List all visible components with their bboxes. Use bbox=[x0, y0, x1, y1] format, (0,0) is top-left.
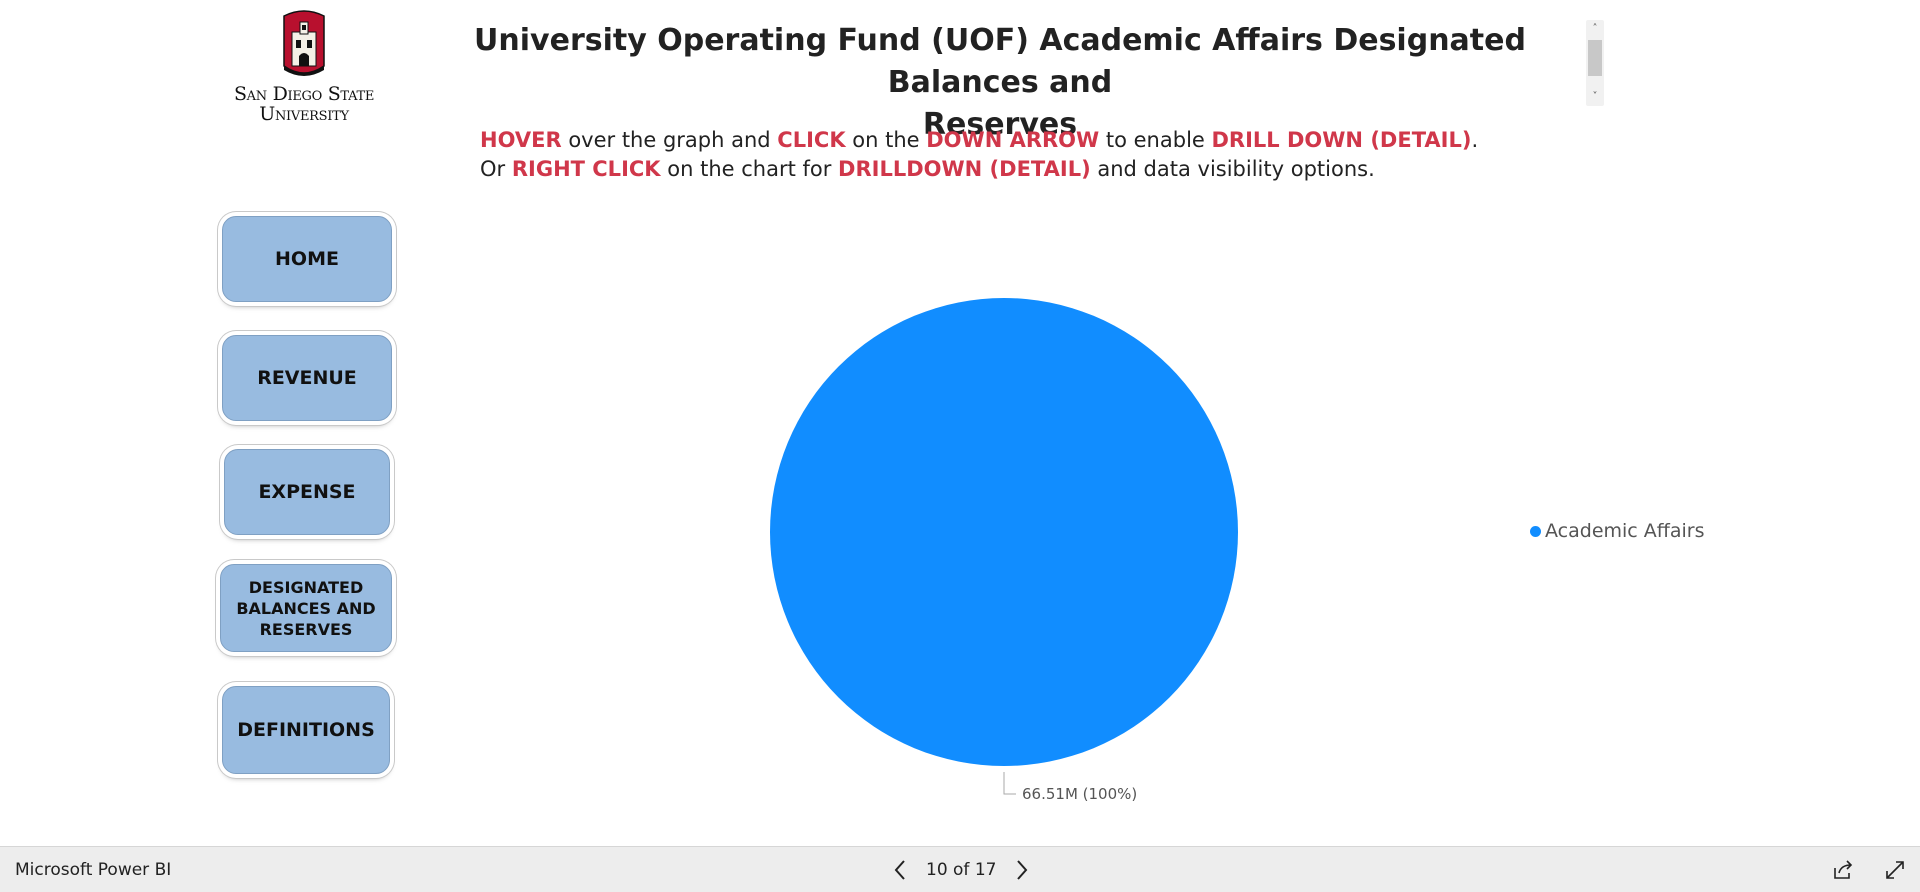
scrollbar-thumb[interactable] bbox=[1588, 40, 1602, 76]
legend-label-academic-affairs: Academic Affairs bbox=[1545, 520, 1705, 542]
next-page-button[interactable] bbox=[1010, 855, 1034, 885]
instructions-text-part: over the graph and bbox=[561, 128, 778, 152]
instructions-text-part: on the bbox=[845, 128, 927, 152]
power-bi-status-bar: Microsoft Power BI 10 of 17 bbox=[0, 846, 1920, 892]
hover-keyword: HOVER bbox=[480, 128, 562, 152]
revenue-button[interactable]: REVENUE bbox=[222, 335, 392, 421]
instructions-text-part: and data visibility options. bbox=[1090, 157, 1375, 181]
page-indicator: 10 of 17 bbox=[926, 860, 997, 880]
page-title-line-2: Reserves bbox=[922, 107, 1078, 142]
page-title: University Operating Fund (UOF) Academic… bbox=[430, 20, 1570, 146]
pie-slice-academic-affairs[interactable] bbox=[770, 298, 1238, 766]
legend-dot-academic-affairs bbox=[1530, 525, 1541, 537]
chevron-up-icon[interactable]: ˄ bbox=[1592, 23, 1598, 34]
designated-balances-button[interactable]: DESIGNATED BALANCES AND RESERVES bbox=[220, 564, 392, 652]
instructions-line-1: HOVER over the graph and CLICK on the DO… bbox=[480, 126, 1480, 155]
instructions-text-part: . bbox=[1471, 128, 1479, 152]
home-button-label: HOME bbox=[275, 248, 339, 270]
data-label-academic-affairs: 66.51M (100%) bbox=[1022, 785, 1137, 803]
click-keyword: CLICK bbox=[777, 128, 846, 152]
chevron-right-icon bbox=[1017, 860, 1028, 880]
designated-balances-button-label: DESIGNATED BALANCES AND RESERVES bbox=[236, 577, 375, 640]
designated-label-line-1: DESIGNATED bbox=[248, 577, 364, 597]
designated-label-line-3: RESERVES bbox=[259, 619, 353, 639]
pie-chart[interactable]: 66.51M (100%) bbox=[700, 260, 1300, 820]
logo-line-2: University bbox=[259, 103, 349, 125]
home-button[interactable]: HOME bbox=[222, 216, 392, 302]
definitions-button[interactable]: DEFINITIONS bbox=[222, 686, 390, 774]
page-title-line-1: University Operating Fund (UOF) Academic… bbox=[474, 23, 1526, 100]
drill-down-keyword: DRILL DOWN (DETAIL) bbox=[1211, 128, 1472, 152]
brand-label[interactable]: Microsoft Power BI bbox=[15, 860, 172, 880]
instructions-text-part: on the chart for bbox=[660, 157, 839, 181]
chevron-left-icon bbox=[894, 860, 905, 880]
title-scrollbar[interactable]: ˄ ˅ bbox=[1586, 20, 1604, 106]
sdsu-logo: San Diego State University bbox=[218, 10, 390, 128]
data-label-leader-line bbox=[1003, 772, 1016, 795]
designated-label-line-2: BALANCES AND bbox=[236, 598, 376, 618]
instructions-text: HOVER over the graph and CLICK on the DO… bbox=[480, 126, 1480, 184]
chart-legend[interactable]: Academic Affairs bbox=[1530, 520, 1705, 542]
revenue-button-label: REVENUE bbox=[257, 367, 357, 389]
chevron-down-icon[interactable]: ˅ bbox=[1592, 91, 1598, 102]
definitions-button-label: DEFINITIONS bbox=[237, 719, 375, 741]
expand-icon[interactable] bbox=[1884, 859, 1906, 881]
instructions-text-part: to enable bbox=[1099, 128, 1212, 152]
instructions-text-part: Or bbox=[480, 157, 512, 181]
right-click-keyword: RIGHT CLICK bbox=[511, 157, 661, 181]
share-icon[interactable] bbox=[1832, 859, 1854, 881]
drilldown-keyword: DRILLDOWN (DETAIL) bbox=[838, 157, 1091, 181]
down-arrow-keyword: DOWN ARROW bbox=[926, 128, 1100, 152]
expense-button[interactable]: EXPENSE bbox=[224, 449, 390, 535]
previous-page-button[interactable] bbox=[888, 855, 912, 885]
page-navigator: 10 of 17 bbox=[888, 855, 1034, 885]
sdsu-emblem-icon bbox=[283, 10, 325, 76]
expense-button-label: EXPENSE bbox=[258, 481, 356, 503]
instructions-line-2: Or RIGHT CLICK on the chart for DRILLDOW… bbox=[480, 155, 1480, 184]
logo-line-1: San Diego State bbox=[233, 83, 375, 105]
